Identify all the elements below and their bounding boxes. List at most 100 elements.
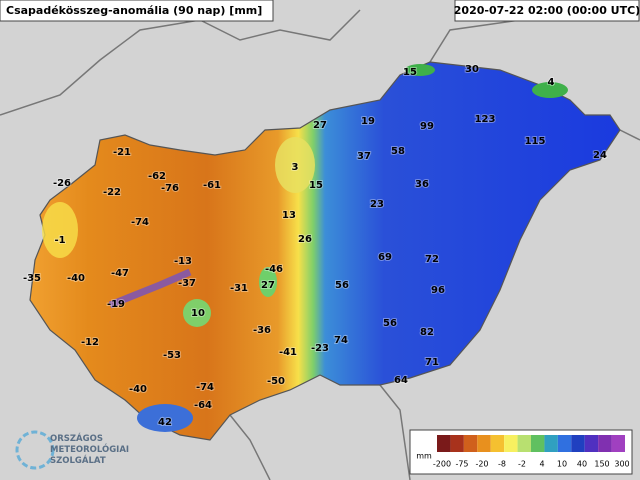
- station-value: -13: [174, 256, 192, 267]
- station-value: 26: [298, 234, 312, 245]
- station-value: -1: [54, 235, 65, 246]
- legend-swatch: [517, 435, 531, 452]
- station-value: -62: [148, 171, 166, 182]
- station-value: 23: [370, 199, 384, 210]
- legend-label: -75: [455, 460, 468, 469]
- legend-label: -2: [518, 460, 526, 469]
- station-value: -47: [111, 268, 129, 279]
- legend-swatch: [490, 435, 505, 452]
- legend-unit: mm: [416, 452, 432, 461]
- station-value: -37: [178, 278, 196, 289]
- logo-text: METEOROLÓGIAI: [50, 443, 129, 455]
- station-value: -35: [23, 273, 41, 284]
- station-value: 82: [420, 327, 434, 338]
- station-value: -61: [203, 180, 221, 191]
- anomaly-area: [532, 82, 568, 98]
- logo-icon: [15, 430, 55, 470]
- station-value: 58: [391, 146, 405, 157]
- legend-label: -8: [498, 460, 506, 469]
- legend-label: 4: [539, 460, 544, 469]
- border: [619, 129, 640, 141]
- station-value: 99: [420, 121, 434, 132]
- country-shape: [29, 61, 621, 441]
- station-value: 19: [361, 116, 375, 127]
- station-value: -76: [161, 183, 179, 194]
- station-value: 56: [335, 280, 349, 291]
- station-value: -12: [81, 337, 99, 348]
- title-box: [0, 0, 274, 22]
- legend-label: -20: [475, 460, 488, 469]
- station-value: 13: [282, 210, 296, 221]
- station-value: -46: [265, 264, 283, 275]
- station-value: -31: [230, 283, 248, 294]
- logo-text: ORSZÁGOS: [50, 432, 103, 444]
- station-value: 37: [357, 151, 371, 162]
- station-value: 3: [292, 162, 299, 173]
- station-value: 42: [158, 417, 172, 428]
- station-value: 56: [383, 318, 397, 329]
- station-value: -40: [67, 273, 85, 284]
- border: [229, 414, 271, 480]
- station-value: 10: [191, 308, 205, 319]
- station-value: 30: [465, 64, 479, 75]
- anomaly-area: [42, 202, 78, 258]
- station-value: -64: [194, 400, 212, 411]
- legend-label: 40: [577, 460, 587, 469]
- legend-label: 150: [594, 460, 609, 469]
- anomaly-area: [259, 267, 277, 297]
- station-value: 71: [425, 357, 439, 368]
- lake: [108, 268, 192, 309]
- legend-swatch: [611, 435, 625, 452]
- station-value: 4: [548, 77, 555, 88]
- station-value: -41: [279, 347, 297, 358]
- station-value: 36: [415, 179, 429, 190]
- legend-swatch: [463, 435, 478, 452]
- legend-swatch: [504, 435, 518, 452]
- legend-swatch: [531, 435, 545, 452]
- legend-swatch: [557, 435, 572, 452]
- logo-text: SZOLGÁLAT: [50, 454, 106, 466]
- station-value: 15: [309, 180, 323, 191]
- timestamp-box: [454, 0, 640, 22]
- legend-swatch: [477, 435, 491, 452]
- station-value: 72: [425, 254, 439, 265]
- legend-swatch: [450, 435, 464, 452]
- legend-swatch: [598, 435, 612, 452]
- anomaly-area: [183, 299, 211, 327]
- legend-label: 10: [557, 460, 567, 469]
- station-value: 123: [475, 114, 496, 125]
- station-value: -23: [311, 343, 329, 354]
- station-value: 115: [525, 136, 546, 147]
- anomaly-area: [275, 137, 315, 193]
- timestamp: 2020-07-22 02:00 (00:00 UTC): [454, 4, 640, 17]
- station-value: 64: [394, 375, 408, 386]
- station-value: -19: [107, 299, 125, 310]
- station-value: 15: [403, 67, 417, 78]
- legend-swatch: [437, 435, 451, 452]
- station-value: -74: [196, 382, 214, 393]
- station-value: -74: [131, 217, 149, 228]
- station-value: 69: [378, 252, 392, 263]
- legend-swatch: [544, 435, 558, 452]
- anomaly-area: [137, 404, 193, 432]
- legend-label: -200: [433, 460, 451, 469]
- border: [379, 384, 411, 480]
- station-value: -50: [267, 376, 285, 387]
- station-value: -21: [113, 147, 131, 158]
- station-value: 24: [593, 150, 607, 161]
- legend-label: 300: [614, 460, 629, 469]
- anomaly-area: [405, 64, 435, 76]
- station-value: 74: [334, 335, 348, 346]
- legend-swatch: [571, 435, 585, 452]
- station-value: 27: [261, 280, 275, 291]
- station-value: 27: [313, 120, 327, 131]
- station-value: -26: [53, 178, 71, 189]
- station-value: -40: [129, 384, 147, 395]
- station-value: -36: [253, 325, 271, 336]
- map-title: Csapadékösszeg-anomália (90 nap) [mm]: [6, 4, 262, 17]
- station-value: -53: [163, 350, 181, 361]
- station-value: 96: [431, 285, 445, 296]
- station-value: -22: [103, 187, 121, 198]
- legend-swatch: [584, 435, 599, 452]
